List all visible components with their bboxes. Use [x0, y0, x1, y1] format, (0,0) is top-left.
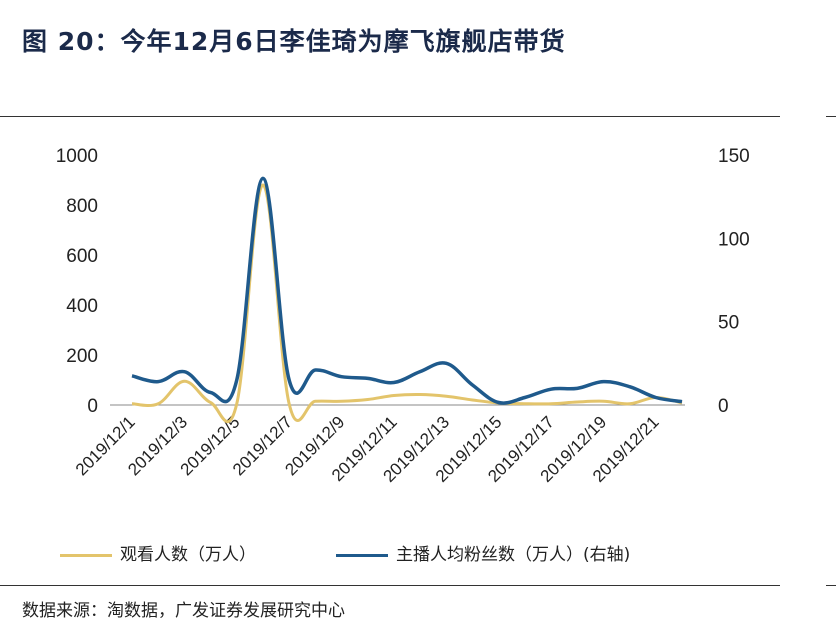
top-rule-stub [826, 116, 836, 117]
y-left-tick-label: 200 [66, 346, 98, 367]
y-left-tick-label: 800 [66, 196, 98, 217]
y-left-tick-label: 600 [66, 246, 98, 267]
legend-label-viewers: 观看人数（万人） [120, 545, 256, 565]
chart-title: 图 20：今年12月6日李佳琦为摩飞旗舰店带货 [22, 27, 566, 56]
legend-item-viewers: 观看人数（万人） [60, 540, 256, 565]
legend-swatch-viewers [60, 553, 112, 557]
source-note: 数据来源：淘数据，广发证券发展研究中心 [22, 601, 345, 621]
top-rule [0, 116, 780, 117]
series-viewers-line [131, 183, 683, 424]
legend-label-fans: 主播人均粉丝数（万人）(右轴) [396, 545, 631, 565]
y-right-tick-label: 100 [718, 229, 750, 250]
bottom-rule [0, 585, 780, 586]
y-left-tick-label: 0 [87, 396, 98, 417]
legend-swatch-fans [336, 553, 388, 557]
y-left-tick-label: 1000 [56, 146, 98, 167]
series-fans-line [131, 176, 683, 405]
bottom-rule-stub [826, 585, 836, 586]
y-left-tick-label: 400 [66, 296, 98, 317]
y-right-tick-label: 0 [718, 396, 729, 417]
right-axis: 0 50 100 150 [718, 146, 750, 417]
y-right-tick-label: 150 [718, 146, 750, 167]
left-axis: 0 200 400 600 800 1000 [56, 146, 98, 417]
y-right-tick-label: 50 [718, 313, 739, 334]
line-chart: 0 200 400 600 800 1000 0 50 100 150 2019/12/1201… [56, 146, 750, 486]
x-axis: 2019/12/12019/12/32019/12/52019/12/72019… [72, 412, 663, 486]
legend-item-fans: 主播人均粉丝数（万人）(右轴) [336, 540, 630, 565]
